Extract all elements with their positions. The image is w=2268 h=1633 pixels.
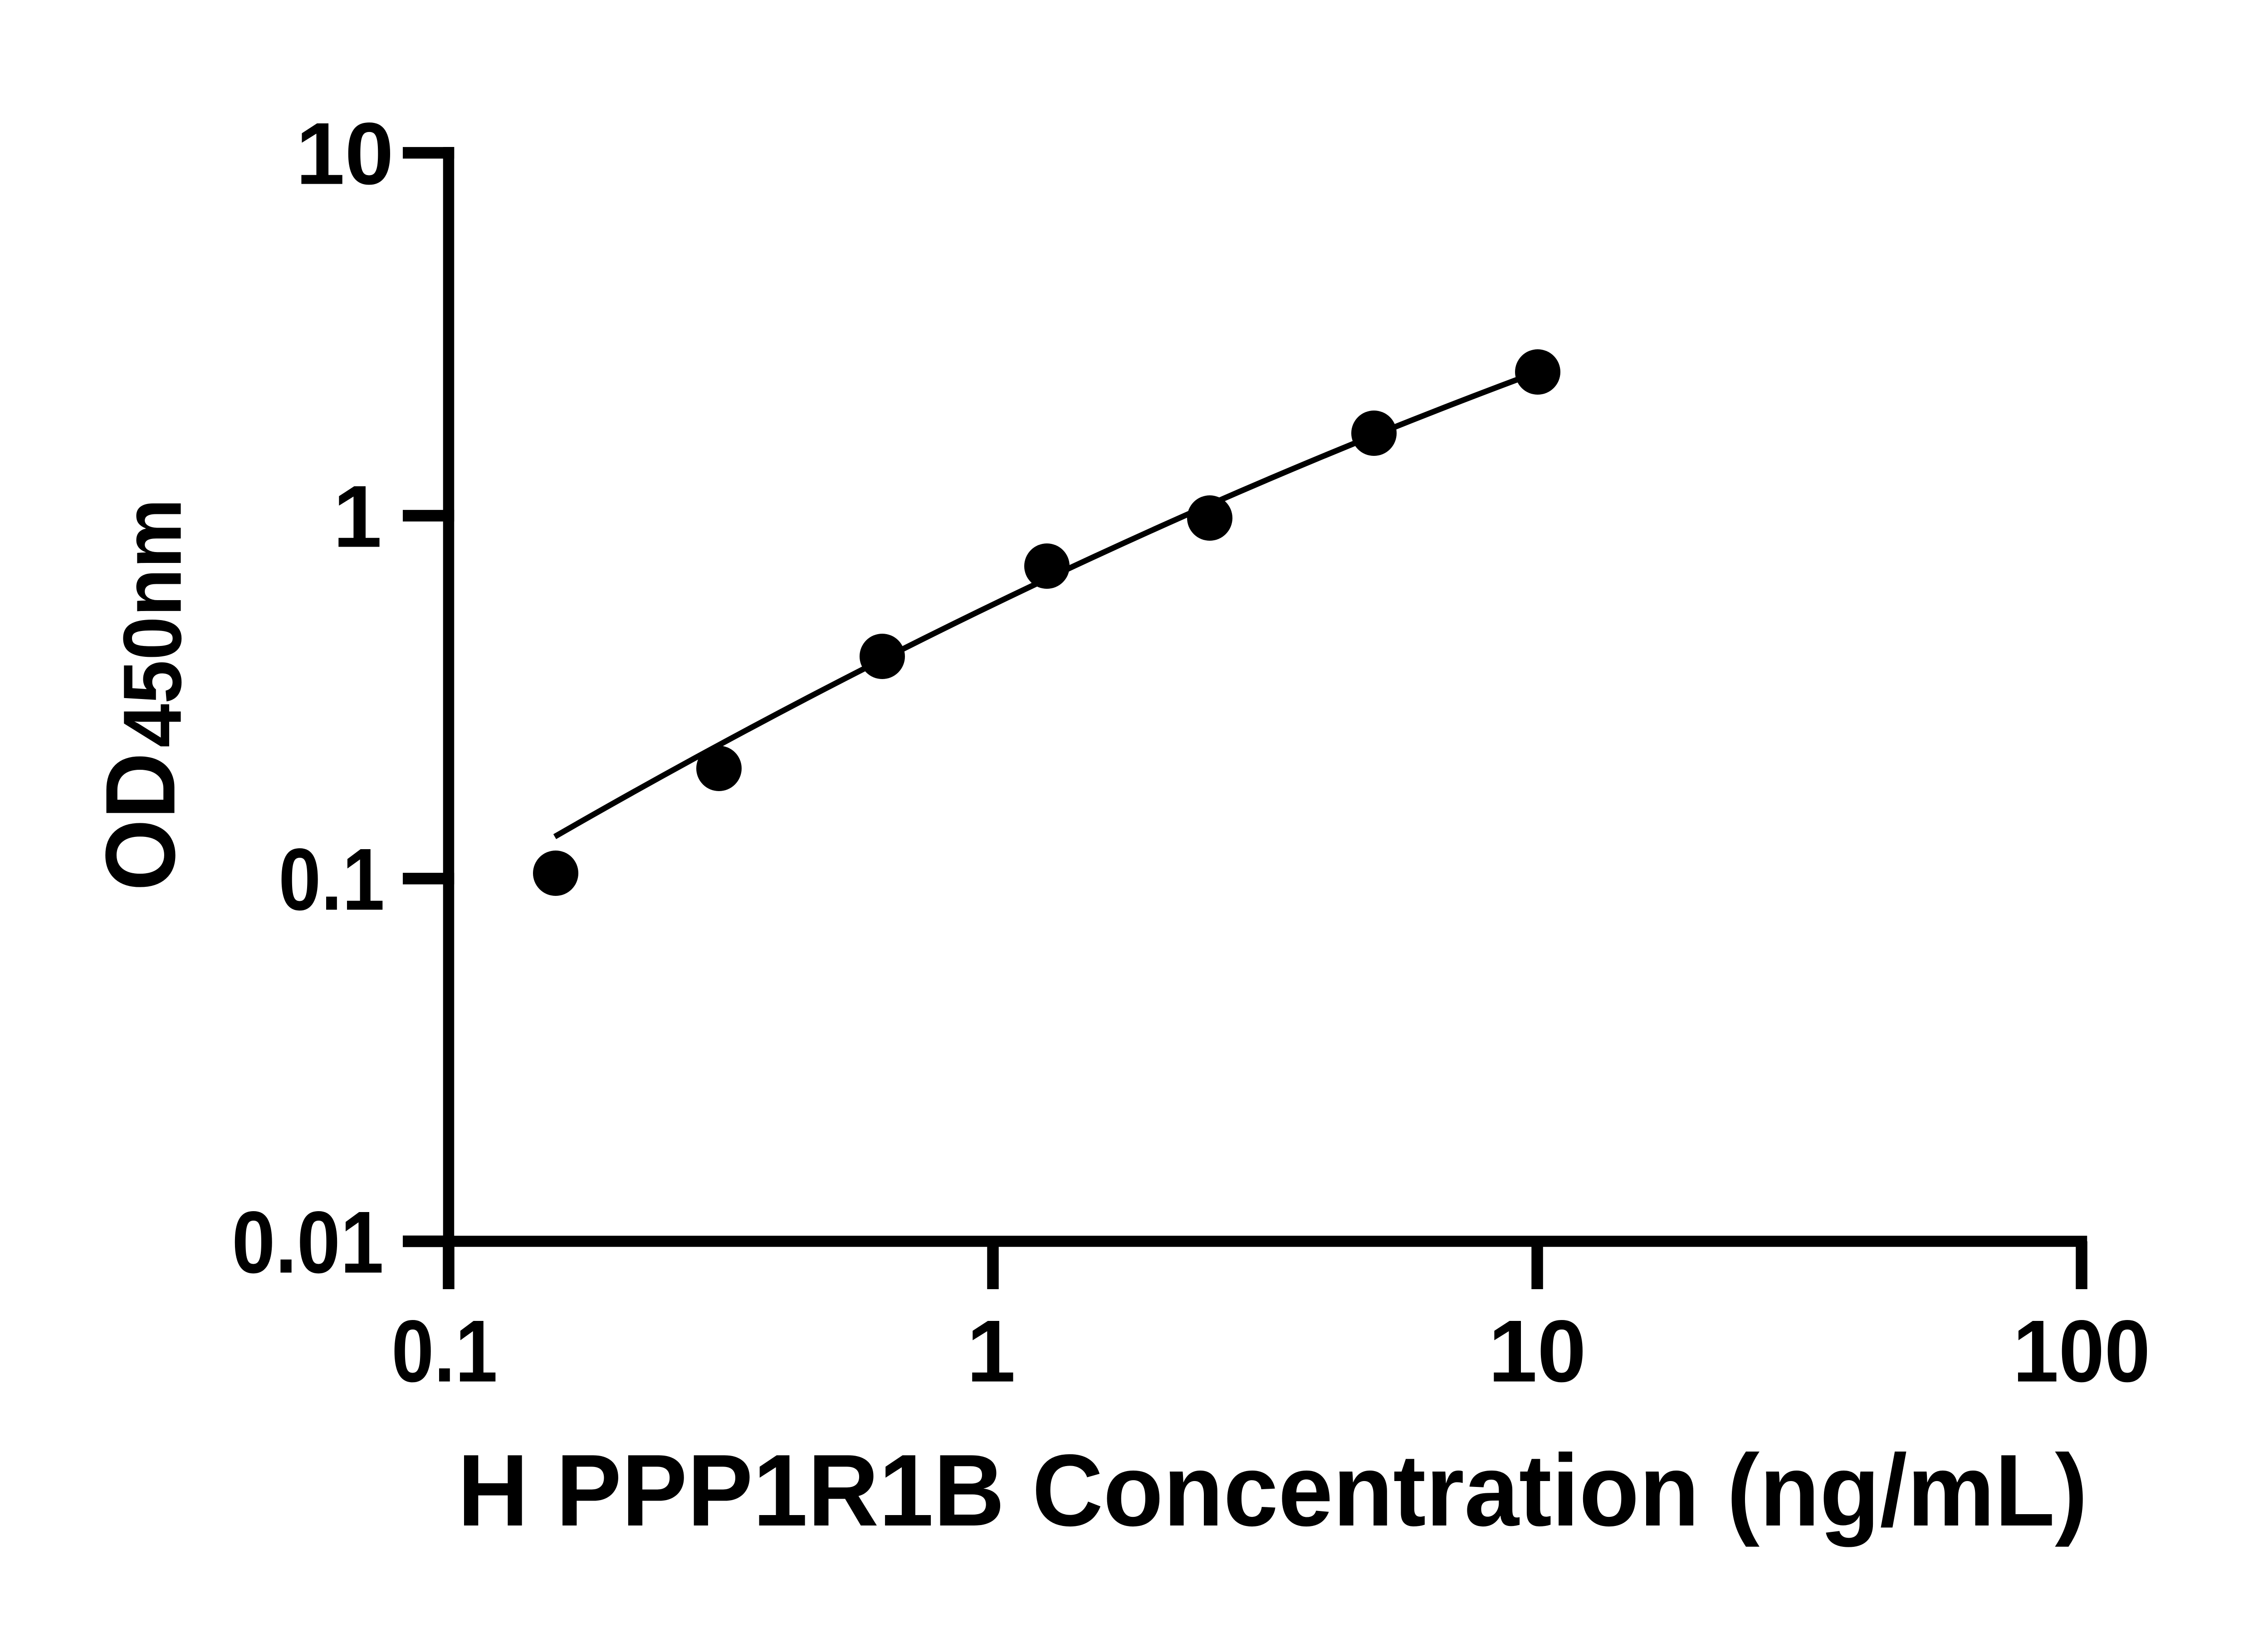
svg-text:1: 1 [333, 468, 382, 566]
svg-text:450nm: 450nm [106, 499, 199, 748]
svg-text:OD: OD [86, 753, 196, 891]
svg-text:10: 10 [1488, 1302, 1586, 1401]
svg-text:0.1: 0.1 [279, 831, 385, 929]
svg-text:1: 1 [967, 1302, 1016, 1401]
svg-text:H PPP1R1B Concentration (ng/mL: H PPP1R1B Concentration (ng/mL) [458, 1433, 2088, 1547]
svg-text:10: 10 [296, 105, 394, 203]
svg-text:100: 100 [2013, 1302, 2151, 1401]
svg-text:0.01: 0.01 [232, 1193, 384, 1292]
svg-text:0.1: 0.1 [391, 1302, 498, 1401]
